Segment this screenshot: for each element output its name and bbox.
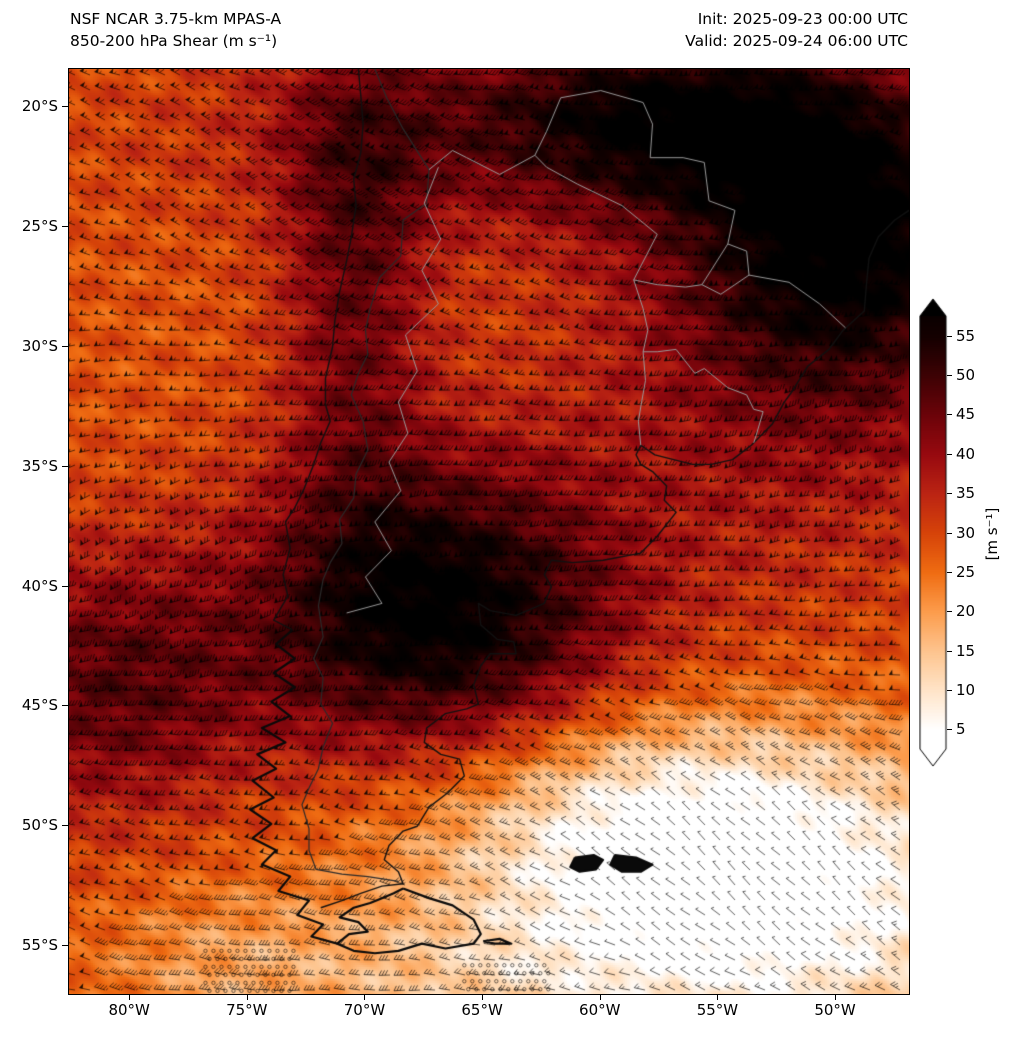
colorbar-tick-label: 40 <box>956 444 976 463</box>
field-title: 850-200 hPa Shear (m s⁻¹) <box>70 32 278 50</box>
map-plot-area <box>68 68 910 995</box>
x-tick-mark <box>599 994 601 1000</box>
shear-map-canvas <box>69 69 909 994</box>
colorbar-tick-mark <box>947 414 952 416</box>
figure-title-block: NSF NCAR 3.75-km MPAS-A 850-200 hPa Shea… <box>70 8 281 52</box>
colorbar-tick-mark <box>947 335 952 337</box>
y-tick-mark <box>62 345 68 347</box>
y-tick-label: 35°S <box>21 456 58 475</box>
y-tick-label: 30°S <box>21 336 58 355</box>
x-tick-mark <box>364 994 366 1000</box>
colorbar-label: [m s⁻¹] <box>983 507 1001 561</box>
colorbar-tick-label: 30 <box>956 523 976 542</box>
colorbar-tick-label: 15 <box>956 641 976 660</box>
x-tick-mark <box>717 994 719 1000</box>
y-tick-mark <box>62 106 68 108</box>
x-tick-mark <box>482 994 484 1000</box>
y-tick-label: 25°S <box>21 217 58 236</box>
y-tick-mark <box>62 585 68 587</box>
colorbar <box>919 297 949 769</box>
valid-time: Valid: 2025-09-24 06:00 UTC <box>685 32 908 50</box>
colorbar-tick-label: 45 <box>956 405 976 424</box>
y-tick-mark <box>62 705 68 707</box>
y-tick-mark <box>62 825 68 827</box>
colorbar-canvas <box>919 297 949 769</box>
x-tick-label: 70°W <box>343 1001 386 1019</box>
colorbar-tick-mark <box>947 375 952 377</box>
timestamp-block: Init: 2025-09-23 00:00 UTC Valid: 2025-0… <box>685 8 908 52</box>
colorbar-tick-label: 5 <box>956 720 966 739</box>
colorbar-tick-mark <box>947 571 952 573</box>
colorbar-tick-label: 35 <box>956 484 976 503</box>
y-tick-label: 45°S <box>21 696 58 715</box>
colorbar-tick-label: 10 <box>956 680 976 699</box>
colorbar-tick-label: 55 <box>956 326 976 345</box>
colorbar-tick-mark <box>947 689 952 691</box>
colorbar-tick-label: 25 <box>956 562 976 581</box>
x-tick-label: 55°W <box>696 1001 739 1019</box>
x-tick-mark <box>129 994 131 1000</box>
colorbar-tick-mark <box>947 493 952 495</box>
y-tick-label: 40°S <box>21 576 58 595</box>
x-tick-label: 65°W <box>461 1001 503 1019</box>
colorbar-tick-mark <box>947 729 952 731</box>
model-title: NSF NCAR 3.75-km MPAS-A <box>70 10 282 28</box>
colorbar-tick-mark <box>947 650 952 652</box>
x-tick-label: 60°W <box>579 1001 621 1019</box>
y-tick-mark <box>62 465 68 467</box>
colorbar-tick-mark <box>947 532 952 534</box>
x-tick-mark <box>835 994 837 1000</box>
y-tick-mark <box>62 945 68 947</box>
y-tick-label: 50°S <box>21 816 58 835</box>
colorbar-tick-label: 20 <box>956 602 976 621</box>
y-tick-label: 20°S <box>21 97 58 116</box>
colorbar-tick-mark <box>947 611 952 613</box>
init-time: Init: 2025-09-23 00:00 UTC <box>697 10 908 28</box>
x-tick-mark <box>246 994 248 1000</box>
y-tick-mark <box>62 226 68 228</box>
y-tick-label: 55°S <box>21 936 58 955</box>
x-tick-label: 75°W <box>226 1001 268 1019</box>
x-tick-label: 80°W <box>108 1001 150 1019</box>
colorbar-tick-label: 50 <box>956 366 976 385</box>
colorbar-tick-mark <box>947 453 952 455</box>
x-tick-label: 50°W <box>814 1001 856 1019</box>
